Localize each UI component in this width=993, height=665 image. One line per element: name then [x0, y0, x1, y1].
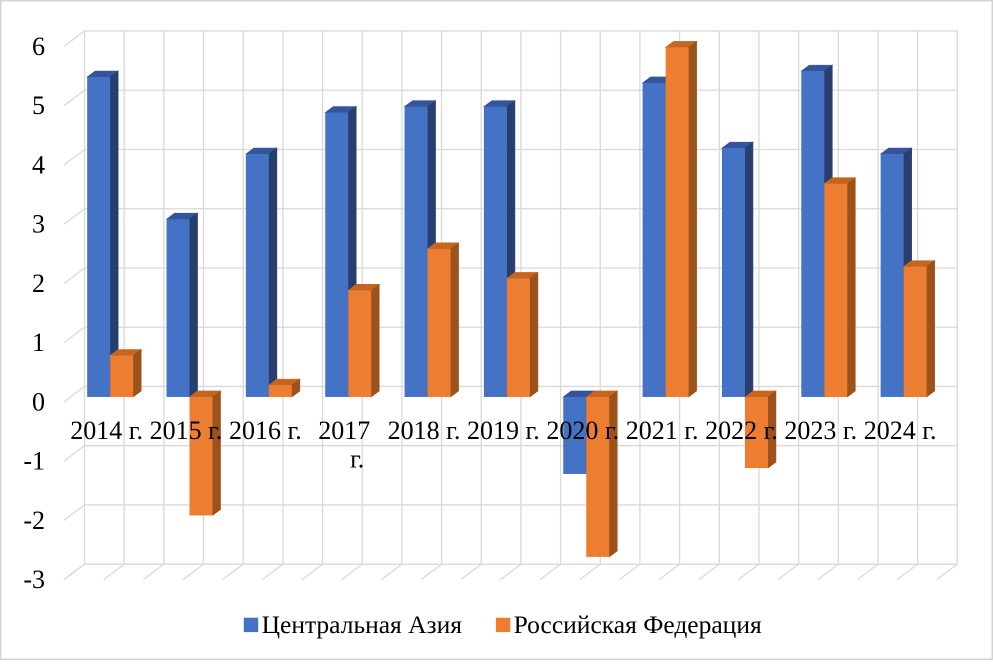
svg-text:2015 г.: 2015 г.: [150, 416, 223, 445]
svg-text:1: 1: [32, 328, 45, 357]
svg-text:0: 0: [32, 387, 45, 416]
svg-text:-2: -2: [23, 506, 45, 535]
svg-text:6: 6: [32, 32, 45, 61]
svg-text:2: 2: [32, 269, 45, 298]
svg-text:Российская Федерация: Российская Федерация: [514, 610, 762, 639]
svg-text:2022 г.: 2022 г.: [705, 416, 778, 445]
svg-text:2024 г.: 2024 г.: [864, 416, 937, 445]
svg-text:2020 г.: 2020 г.: [546, 416, 619, 445]
svg-text:2018 г.: 2018 г.: [388, 416, 461, 445]
svg-text:3: 3: [32, 210, 45, 239]
svg-text:2021 г.: 2021 г.: [626, 416, 699, 445]
svg-text:2014 г.: 2014 г.: [70, 416, 143, 445]
svg-text:2023 г.: 2023 г.: [784, 416, 857, 445]
svg-text:4: 4: [32, 150, 45, 179]
svg-text:5: 5: [32, 91, 45, 120]
svg-text:2016 г.: 2016 г.: [229, 416, 302, 445]
svg-text:г.: г.: [350, 445, 364, 474]
svg-text:-1: -1: [23, 447, 45, 476]
svg-text:-3: -3: [23, 565, 45, 594]
svg-text:Центральная Азия: Центральная Азия: [262, 610, 463, 639]
svg-text:2017: 2017: [318, 416, 370, 445]
svg-text:2019 г.: 2019 г.: [467, 416, 540, 445]
